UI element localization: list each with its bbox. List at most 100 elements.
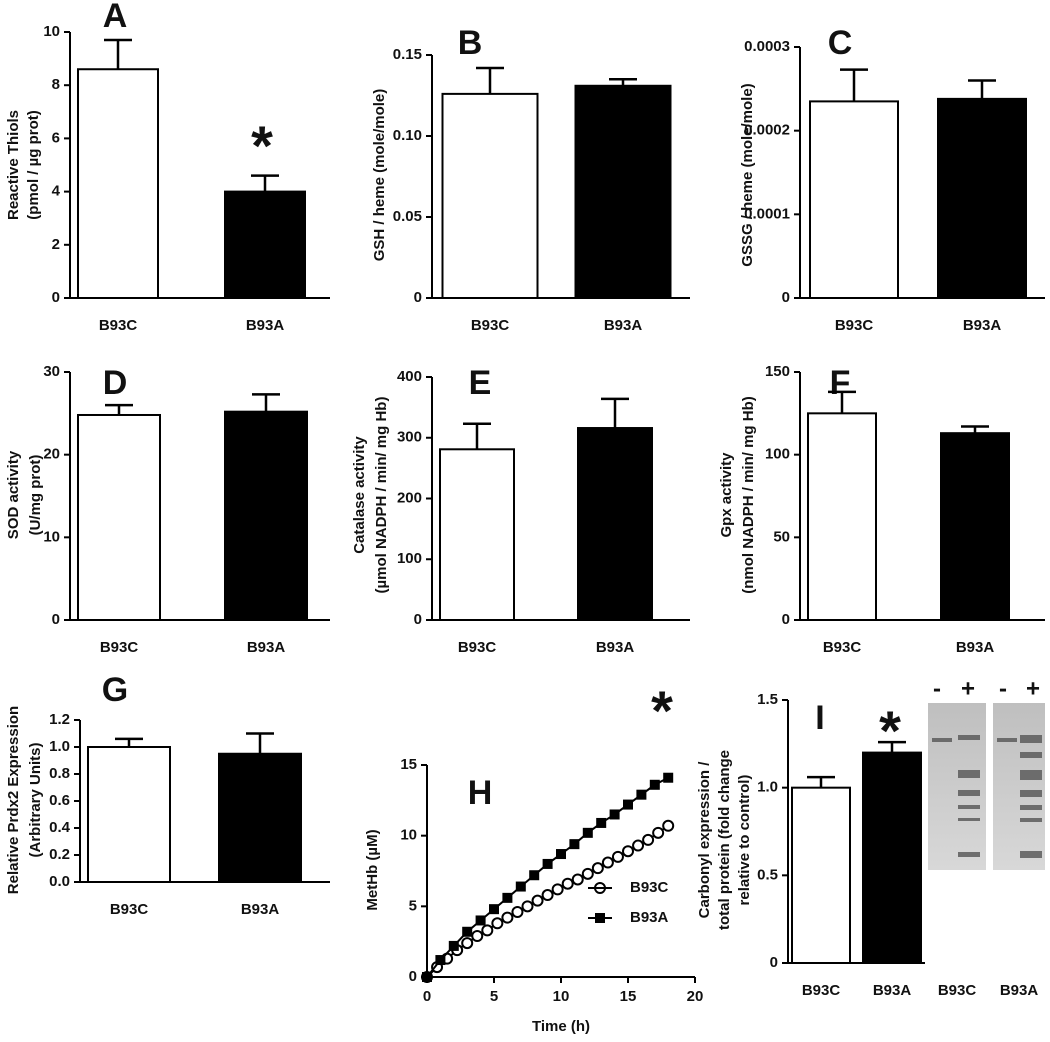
y-axis-label: Catalase activity [351, 436, 368, 554]
y-tick-label: 0.4 [49, 819, 71, 836]
significance-star: * [251, 114, 273, 177]
data-point [632, 839, 645, 852]
data-point [596, 817, 607, 828]
y-tick-label: 30 [43, 363, 60, 380]
x-tick-label: B93A [956, 639, 995, 656]
x-tick-label: B93C [823, 639, 862, 656]
data-point [581, 867, 594, 880]
y-tick-label: 1.0 [49, 738, 70, 755]
bar [87, 746, 171, 883]
y-tick-label: 1.2 [49, 711, 70, 728]
y-tick-label: 0.15 [393, 46, 422, 63]
legend-label: B93C [630, 879, 669, 896]
data-point [636, 789, 647, 800]
panel-label: A [103, 0, 128, 35]
y-tick-label: 1.5 [757, 691, 778, 708]
y-tick-label: 0 [770, 954, 778, 971]
y-tick-label: 0.10 [393, 127, 422, 144]
data-point [541, 889, 554, 902]
x-tick-label: 5 [490, 988, 498, 1005]
y-tick-label: 0 [409, 968, 417, 985]
panel-label: I [815, 699, 824, 737]
y-axis-label: SOD activity [5, 450, 22, 539]
bar [224, 410, 308, 621]
bar [940, 432, 1010, 621]
data-point [531, 894, 544, 907]
x-tick-label: B93C [99, 317, 138, 334]
error-bar [105, 403, 133, 415]
bar [807, 412, 877, 622]
data-point [663, 772, 674, 783]
error-bar [601, 397, 629, 429]
y-tick-label: 10 [400, 827, 417, 844]
y-tick-label: 15 [400, 756, 417, 773]
y-tick-label: 400 [397, 368, 422, 385]
x-axis-label: Time (h) [532, 1018, 590, 1035]
error-bar [828, 390, 856, 414]
panel-label: C [828, 24, 853, 62]
x-tick-label: 20 [687, 988, 704, 1005]
y-tick-label: 6 [52, 129, 60, 146]
y-tick-label: 50 [773, 528, 790, 545]
y-tick-label: 1.0 [757, 779, 778, 796]
bar [218, 752, 302, 883]
x-tick-label: 15 [620, 988, 637, 1005]
y-tick-label: 0.5 [757, 866, 778, 883]
significance-star: * [879, 699, 901, 762]
y-axis-label: relative to control) [736, 775, 753, 906]
bar [809, 100, 899, 299]
data-point [542, 858, 553, 869]
western-blot [928, 703, 1045, 870]
x-tick-label: 0 [423, 988, 431, 1005]
y-tick-label: 0 [782, 289, 790, 306]
data-point [601, 856, 614, 869]
y-tick-label: 0 [414, 289, 422, 306]
bar [224, 190, 306, 300]
data-point [521, 900, 534, 913]
bar [439, 448, 515, 622]
data-point [556, 849, 566, 860]
y-tick-label: 0.8 [49, 765, 70, 782]
x-tick-label: B93A [596, 639, 635, 656]
data-point [591, 862, 604, 875]
y-tick-label: 8 [52, 76, 60, 93]
error-bar [104, 38, 132, 70]
y-tick-label: 100 [397, 550, 422, 567]
y-axis-label: MetHb (µM) [364, 829, 381, 910]
y-tick-label: 150 [765, 363, 790, 380]
panel-label: D [103, 364, 128, 402]
blot-lane-label: - [933, 675, 941, 702]
bar [577, 427, 653, 621]
bar [574, 84, 672, 299]
x-tick-label: B93A [241, 901, 280, 918]
data-point [529, 870, 540, 881]
blot-lane-label: - [999, 675, 1007, 702]
data-point [642, 833, 655, 846]
y-tick-label: 10 [43, 528, 60, 545]
y-axis-label: total protein (fold change [716, 750, 733, 930]
y-tick-label: 0.0001 [744, 205, 790, 222]
y-tick-label: 0 [52, 289, 60, 306]
y-axis-label: (pmol / µg prot) [25, 110, 42, 219]
bar [441, 92, 539, 299]
bar [77, 413, 161, 621]
y-axis-label: (nmol NADPH / min/ mg Hb) [740, 396, 757, 594]
data-point [462, 926, 473, 937]
x-tick-label: B93C [100, 639, 139, 656]
panel-label: G [102, 671, 128, 709]
data-point [475, 915, 486, 926]
error-bar [609, 78, 637, 86]
data-point [448, 940, 459, 951]
x-tick-label: B93A [247, 639, 286, 656]
bar [862, 751, 922, 964]
x-tick-label: B93A [246, 317, 285, 334]
x-tick-label: B93C [110, 901, 149, 918]
y-axis-label: (U/mg prot) [27, 455, 44, 536]
data-point [501, 911, 514, 924]
data-point [511, 905, 524, 918]
x-tick-label: B93C [471, 317, 510, 334]
x-tick-label: B93C [802, 982, 841, 999]
legend-label: B93A [630, 909, 669, 926]
